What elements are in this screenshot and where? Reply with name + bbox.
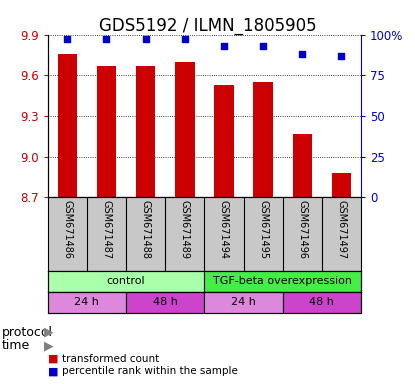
Text: time: time — [2, 339, 30, 352]
Point — [338, 53, 345, 59]
Point — [103, 36, 110, 43]
Text: ▶: ▶ — [44, 339, 53, 352]
Text: GSM671486: GSM671486 — [62, 200, 72, 258]
Bar — [283, 292, 361, 313]
Text: 24 h: 24 h — [231, 297, 256, 307]
Point — [142, 36, 149, 43]
Bar — [48, 271, 205, 292]
Point — [64, 36, 71, 43]
Bar — [332, 173, 351, 197]
Bar — [97, 66, 116, 197]
Point — [260, 43, 266, 49]
Text: GSM671494: GSM671494 — [219, 200, 229, 258]
Bar — [205, 271, 361, 292]
Point — [221, 43, 227, 49]
Text: protocol: protocol — [2, 326, 53, 339]
Text: transformed count: transformed count — [62, 354, 159, 364]
Text: GSM671497: GSM671497 — [337, 200, 347, 259]
Bar — [214, 85, 234, 197]
Bar — [205, 292, 283, 313]
Bar — [253, 82, 273, 197]
Text: ■: ■ — [48, 366, 58, 376]
Text: 24 h: 24 h — [74, 297, 99, 307]
Bar — [136, 66, 156, 197]
Text: GDS5192 / ILMN_1805905: GDS5192 / ILMN_1805905 — [99, 17, 316, 35]
Point — [299, 51, 305, 57]
Text: ■: ■ — [48, 354, 58, 364]
Bar — [58, 53, 77, 197]
Text: 48 h: 48 h — [153, 297, 178, 307]
Text: GSM671495: GSM671495 — [258, 200, 268, 259]
Bar — [126, 292, 205, 313]
Text: percentile rank within the sample: percentile rank within the sample — [62, 366, 238, 376]
Bar — [48, 292, 126, 313]
Text: GSM671489: GSM671489 — [180, 200, 190, 258]
Bar — [293, 134, 312, 197]
Text: TGF-beta overexpression: TGF-beta overexpression — [213, 276, 352, 286]
Text: GSM671487: GSM671487 — [102, 200, 112, 259]
Text: GSM671488: GSM671488 — [141, 200, 151, 258]
Text: ▶: ▶ — [44, 326, 53, 339]
Text: GSM671496: GSM671496 — [297, 200, 307, 258]
Text: 48 h: 48 h — [310, 297, 334, 307]
Bar — [175, 62, 195, 197]
Point — [181, 36, 188, 43]
Text: control: control — [107, 276, 145, 286]
